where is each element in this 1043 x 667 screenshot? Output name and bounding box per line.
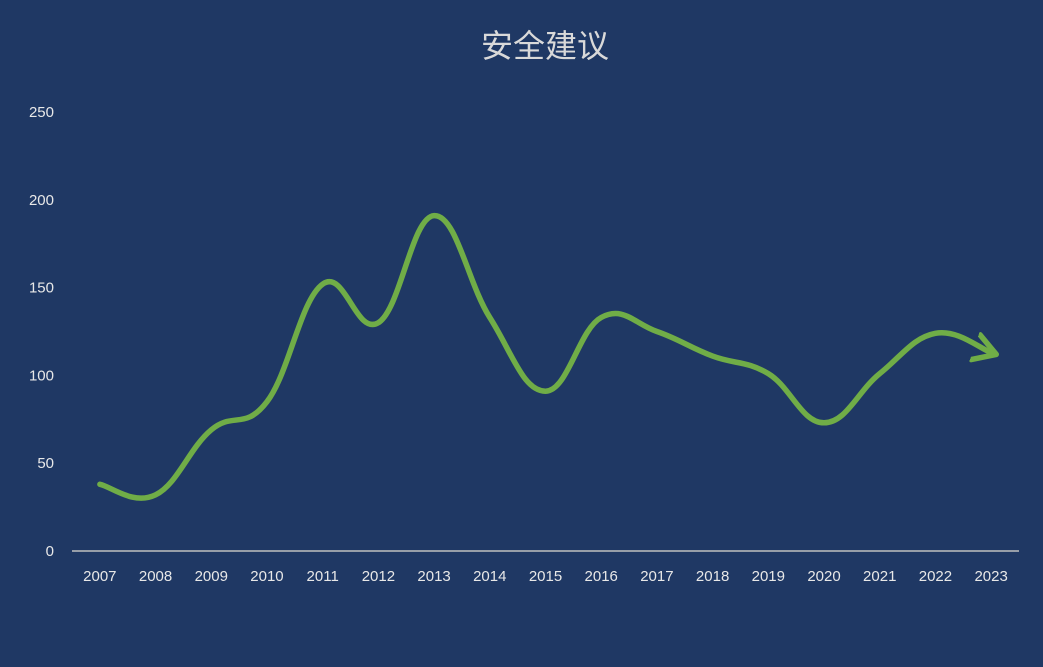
x-tick-label: 2017 <box>640 568 673 585</box>
y-tick-label: 100 <box>29 367 54 384</box>
x-tick-label: 2020 <box>807 568 840 585</box>
x-tick-label: 2018 <box>696 568 729 585</box>
x-tick-label: 2023 <box>974 568 1007 585</box>
x-tick-label: 2007 <box>83 568 116 585</box>
y-tick-label: 50 <box>37 455 54 472</box>
x-tick-label: 2012 <box>362 568 395 585</box>
series-line <box>97 212 991 501</box>
x-tick-label: 2021 <box>863 568 896 585</box>
y-tick-label: 250 <box>29 104 54 121</box>
y-tick-label: 0 <box>46 543 54 560</box>
x-tick-label: 2008 <box>139 568 172 585</box>
x-tick-label: 2022 <box>919 568 952 585</box>
x-tick-label: 2014 <box>473 568 506 585</box>
y-axis: 0 50 100 150 200 250 <box>29 104 54 560</box>
x-tick-label: 2013 <box>417 568 450 585</box>
x-tick-label: 2009 <box>195 568 228 585</box>
x-axis: 2007 2008 2009 2010 2011 2012 2013 2014 2015 2016… <box>83 568 1008 585</box>
x-tick-label: 2010 <box>250 568 283 585</box>
x-tick-label: 2011 <box>307 568 339 585</box>
chart-title: 安全建议 <box>481 27 609 65</box>
x-tick-label: 2019 <box>752 568 785 585</box>
y-tick-label: 150 <box>29 280 54 297</box>
x-tick-label: 2016 <box>585 568 618 585</box>
x-tick-label: 2015 <box>529 568 562 585</box>
y-tick-label: 200 <box>29 192 54 209</box>
